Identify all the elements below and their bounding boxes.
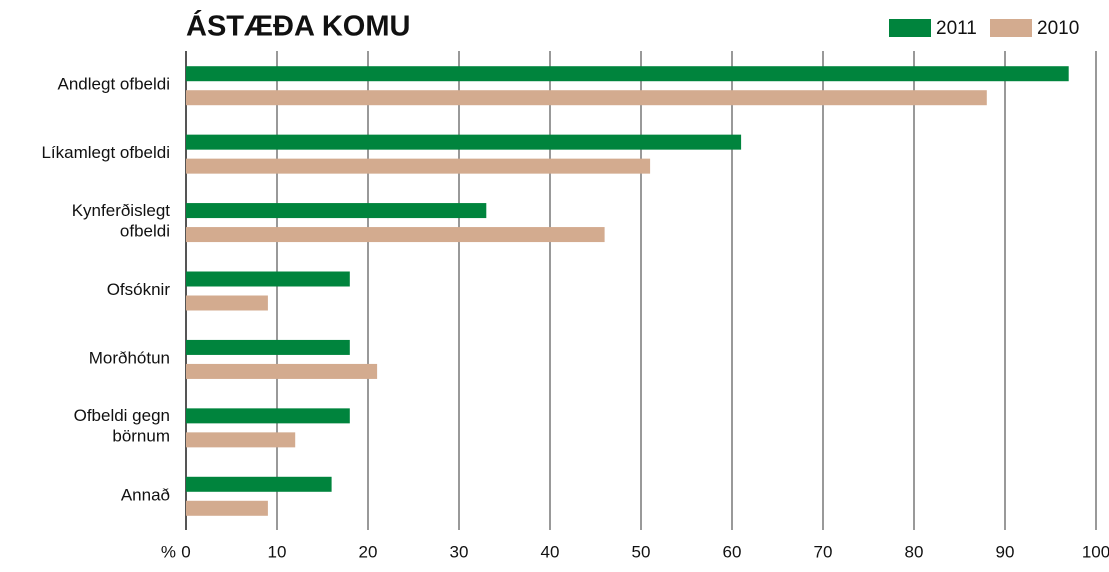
y-tick-label: Líkamlegt ofbeldi xyxy=(41,143,170,162)
x-tick-label: 50 xyxy=(632,542,651,561)
x-tick-label: 60 xyxy=(723,542,742,561)
y-tick-label: Ofsóknir xyxy=(107,280,171,299)
x-tick-label: 80 xyxy=(905,542,924,561)
bar xyxy=(186,363,378,379)
legend-swatch xyxy=(889,19,931,37)
bar xyxy=(186,476,332,492)
bar xyxy=(186,90,987,106)
x-tick-label: 90 xyxy=(996,542,1015,561)
legend-swatch xyxy=(990,19,1032,37)
legend-label: 2010 xyxy=(1037,18,1079,39)
bar xyxy=(186,134,742,150)
x-tick-label: 10 xyxy=(268,542,287,561)
y-tick-label: Annað xyxy=(121,485,170,504)
y-tick-label: Kynferðislegt ofbeldi xyxy=(72,201,171,240)
legend-label: 2011 xyxy=(936,18,977,39)
bar xyxy=(186,295,268,311)
bar xyxy=(186,66,1069,82)
bar xyxy=(186,158,651,174)
x-tick-label: 0 xyxy=(181,542,190,561)
bar xyxy=(186,227,605,243)
bar xyxy=(186,271,350,287)
y-tick-label: Andlegt ofbeldi xyxy=(58,75,170,94)
bar xyxy=(186,408,350,424)
x-tick-label: 40 xyxy=(541,542,560,561)
x-tick-label: 100 xyxy=(1082,542,1109,561)
bar xyxy=(186,339,350,355)
x-tick-label: 70 xyxy=(814,542,833,561)
bar xyxy=(186,203,487,219)
chart-title: ÁSTÆÐA KOMU xyxy=(186,9,410,43)
x-tick-label: 30 xyxy=(450,542,469,561)
x-tick-label: 20 xyxy=(359,542,378,561)
x-axis-label: % xyxy=(161,542,176,561)
y-tick-label: Morðhótun xyxy=(89,348,170,367)
bar xyxy=(186,500,268,516)
y-tick-label: Ofbeldi gegn börnum xyxy=(74,407,170,446)
bar xyxy=(186,432,296,448)
